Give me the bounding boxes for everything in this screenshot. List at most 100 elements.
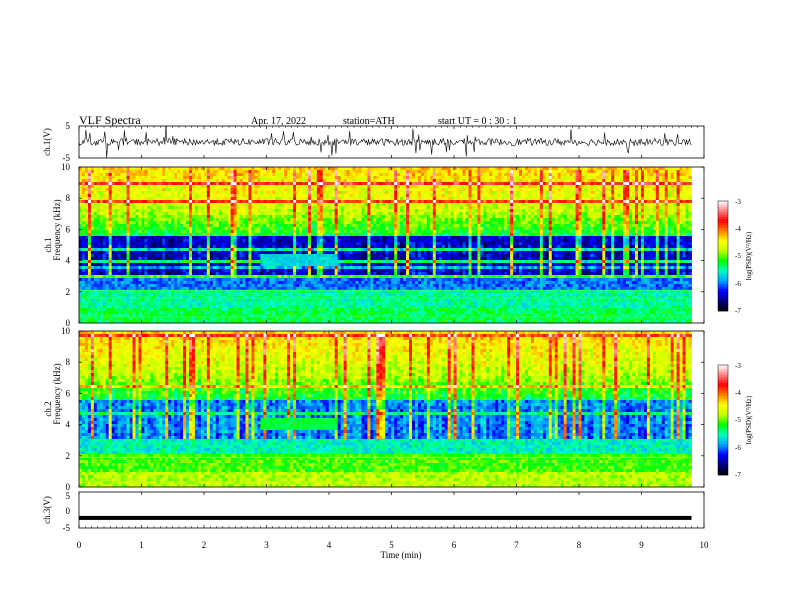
spectrogram-cell [486, 206, 490, 210]
spectrogram-cell [602, 209, 606, 213]
spectrogram-cell [296, 197, 300, 201]
spectrogram-cell [162, 209, 166, 213]
spectrogram-cell [527, 230, 532, 234]
spectrogram-cell [655, 182, 660, 186]
spectrogram-cell [596, 167, 600, 171]
spectrogram-cell [557, 185, 562, 189]
spectrogram-cell [614, 218, 618, 222]
spectrogram-cell [420, 236, 425, 240]
spectrogram-cell [429, 218, 434, 222]
spectrogram-cell [432, 167, 437, 171]
spectrogram-cell [391, 209, 395, 213]
spectrogram-cell [664, 200, 669, 204]
spectrogram-cell [123, 206, 127, 210]
spectrogram-cell [111, 212, 116, 216]
spectrogram-cell [296, 167, 300, 171]
spectrogram-cell [242, 209, 246, 213]
spectrogram-cell [129, 200, 133, 204]
spectrogram-cell [307, 176, 312, 180]
spectrogram-cell [403, 221, 407, 225]
spectrogram-cell [269, 218, 273, 222]
spectrogram-cell [147, 239, 151, 243]
spectrogram-cell [685, 197, 689, 201]
spectrogram-cell [183, 203, 187, 207]
spectrogram-cell [150, 227, 154, 231]
spectrogram-cell [655, 212, 660, 216]
spectrogram-cell [626, 182, 630, 186]
spectrogram-cell [189, 167, 193, 171]
spectrogram-cell [206, 170, 211, 174]
spectrogram-cell [385, 173, 389, 177]
spectrogram-cell [581, 191, 585, 195]
spectrogram-cell [177, 188, 181, 192]
spectrogram-cell [352, 194, 356, 198]
spectrogram-cell [150, 224, 154, 228]
spectrogram-cell [156, 200, 160, 204]
spectrogram-cell [361, 203, 365, 207]
spectrogram-cell [569, 227, 573, 231]
spectrogram-cell [114, 227, 119, 231]
spectrogram-cell [623, 194, 627, 198]
spectrogram-cell [406, 227, 410, 231]
spectrogram-cell [504, 233, 508, 237]
spectrogram-cell [191, 236, 196, 240]
spectrogram-cell [483, 236, 487, 240]
spectrogram-cell [251, 236, 255, 240]
spectrogram-cell [376, 170, 380, 174]
spectrogram-cell [394, 230, 398, 234]
spectrogram-cell [206, 206, 211, 210]
spectrogram-cell [209, 209, 214, 213]
spectrogram-cell [468, 179, 472, 183]
spectrogram-cell [465, 233, 469, 237]
spectrogram-cell [84, 227, 89, 231]
spectrogram-cell [81, 209, 86, 213]
spectrogram-cell [646, 230, 651, 234]
spectrogram-cell [325, 218, 330, 222]
spectrogram-cell [96, 218, 101, 222]
spectrogram-cell [667, 179, 672, 183]
spectrogram-cell [471, 209, 475, 213]
spectrogram-cell [632, 218, 636, 222]
spectrogram-cell [156, 209, 160, 213]
spectrogram-cell [275, 218, 279, 222]
spectrogram-cell [180, 233, 184, 237]
spectrogram-cell [90, 203, 95, 207]
spectrogram-cell [319, 167, 324, 171]
spectrogram-cell [679, 215, 683, 219]
spectrogram-cell [417, 209, 422, 213]
spectrogram-cell [186, 206, 190, 210]
spectrogram-cell [519, 179, 523, 183]
spectrogram-cell [551, 218, 556, 222]
spectrogram-cell [426, 176, 431, 180]
spectrogram-cell [117, 176, 122, 180]
spectrogram-cell [456, 200, 460, 204]
spectrogram-cell [382, 227, 386, 231]
spectrogram-cell [536, 176, 541, 180]
spectrogram-cell [90, 212, 95, 216]
spectrogram-cell [658, 173, 663, 177]
spectrogram-cell [319, 173, 324, 177]
spectrogram-cell [435, 173, 440, 177]
spectrogram-cell [272, 227, 276, 231]
spectrogram-cell [141, 194, 145, 198]
spectrogram-cell [379, 176, 383, 180]
spectrogram-cell [230, 218, 235, 222]
spectrogram-cell [370, 167, 374, 171]
spectrogram-cell [477, 203, 481, 207]
spectrogram-cell [307, 203, 312, 207]
spectrogram-cell [403, 236, 407, 240]
spectrogram-cell [84, 182, 89, 186]
spectrogram-cell [646, 188, 651, 192]
spectrogram-cell [84, 197, 89, 201]
spectrogram-cell [174, 185, 178, 189]
spectrogram-cell [269, 209, 273, 213]
spectrogram-cell [465, 224, 469, 228]
spectrogram-cell [183, 215, 187, 219]
spectrogram-cell [507, 200, 511, 204]
spectrogram-cell [406, 194, 410, 198]
spectrogram-cell [394, 218, 398, 222]
spectrogram-cell [614, 212, 618, 216]
spectrogram-cell [150, 170, 154, 174]
spectrogram-cell [328, 209, 333, 213]
spectrogram-cell [221, 185, 226, 189]
